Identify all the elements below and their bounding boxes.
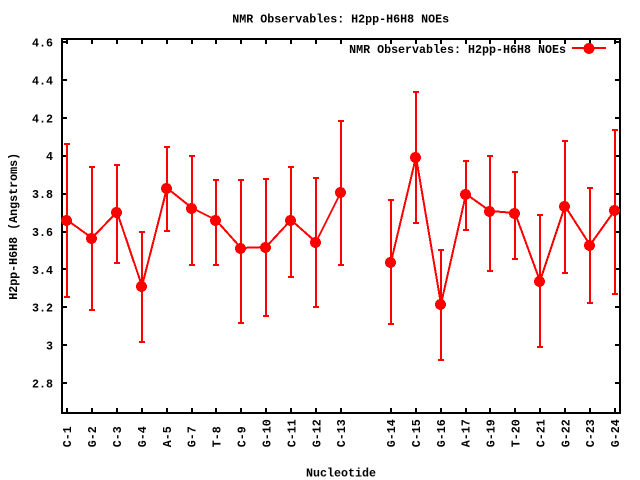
svg-text:NMR Observables: H2pp-H6H8 NOE: NMR Observables: H2pp-H6H8 NOEs [349,43,566,57]
svg-text:Nucleotide: Nucleotide [306,466,376,480]
svg-text:G-2: G-2 [86,426,100,447]
svg-text:4.4: 4.4 [32,75,53,89]
svg-text:C-13: C-13 [335,419,349,447]
svg-text:T-20: T-20 [510,419,524,447]
svg-text:4: 4 [46,150,53,164]
svg-text:G-4: G-4 [136,426,150,447]
svg-text:G-22: G-22 [559,419,573,447]
svg-text:G-10: G-10 [260,419,274,447]
svg-text:G-7: G-7 [186,426,200,447]
svg-text:A-17: A-17 [460,419,474,447]
svg-text:C-23: C-23 [584,419,598,447]
svg-text:3.4: 3.4 [32,264,53,278]
svg-text:H2pp-H6H8 (Angstroms): H2pp-H6H8 (Angstroms) [7,153,21,300]
svg-text:4.2: 4.2 [32,112,53,126]
svg-text:T-8: T-8 [211,426,225,447]
svg-text:C-9: C-9 [236,426,250,447]
svg-text:4.6: 4.6 [32,37,53,51]
svg-text:3.2: 3.2 [32,302,53,316]
svg-text:G-12: G-12 [310,419,324,447]
svg-text:3: 3 [46,340,53,354]
svg-text:NMR Observables: H2pp-H6H8 NOE: NMR Observables: H2pp-H6H8 NOEs [232,13,449,27]
svg-text:A-5: A-5 [161,426,175,447]
svg-text:C-21: C-21 [534,419,548,447]
svg-text:3.8: 3.8 [32,188,53,202]
svg-text:C-3: C-3 [111,426,125,447]
svg-text:G-19: G-19 [485,419,499,447]
svg-text:G-14: G-14 [385,419,399,447]
svg-text:G-16: G-16 [435,419,449,447]
svg-text:G-24: G-24 [609,419,623,447]
svg-text:C-11: C-11 [285,419,299,447]
svg-text:2.8: 2.8 [32,377,53,391]
svg-text:3.6: 3.6 [32,226,53,240]
svg-text:C-1: C-1 [61,426,75,447]
svg-text:C-15: C-15 [410,419,424,447]
